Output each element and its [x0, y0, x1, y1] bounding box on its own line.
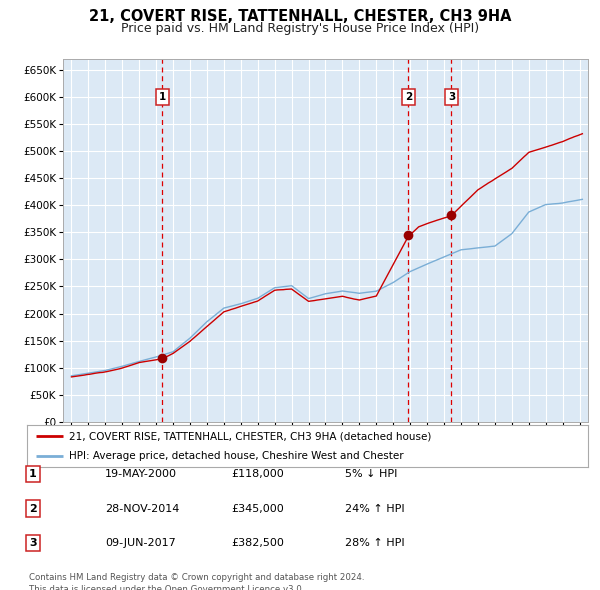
Text: 3: 3 — [448, 92, 455, 102]
Text: 2: 2 — [29, 504, 37, 513]
Text: 09-JUN-2017: 09-JUN-2017 — [105, 538, 176, 548]
Text: 1: 1 — [29, 470, 37, 479]
Text: 2: 2 — [405, 92, 412, 102]
Text: 28% ↑ HPI: 28% ↑ HPI — [345, 538, 404, 548]
Text: 28-NOV-2014: 28-NOV-2014 — [105, 504, 179, 513]
Text: HPI: Average price, detached house, Cheshire West and Chester: HPI: Average price, detached house, Ches… — [69, 451, 404, 461]
Text: £345,000: £345,000 — [231, 504, 284, 513]
Text: 21, COVERT RISE, TATTENHALL, CHESTER, CH3 9HA (detached house): 21, COVERT RISE, TATTENHALL, CHESTER, CH… — [69, 431, 431, 441]
Text: 5% ↓ HPI: 5% ↓ HPI — [345, 470, 397, 479]
Text: 1: 1 — [159, 92, 166, 102]
Text: 24% ↑ HPI: 24% ↑ HPI — [345, 504, 404, 513]
Text: £382,500: £382,500 — [231, 538, 284, 548]
Text: 3: 3 — [29, 538, 37, 548]
Text: Contains HM Land Registry data © Crown copyright and database right 2024.
This d: Contains HM Land Registry data © Crown c… — [29, 573, 364, 590]
Text: Price paid vs. HM Land Registry's House Price Index (HPI): Price paid vs. HM Land Registry's House … — [121, 22, 479, 35]
Text: £118,000: £118,000 — [231, 470, 284, 479]
Text: 19-MAY-2000: 19-MAY-2000 — [105, 470, 177, 479]
Text: 21, COVERT RISE, TATTENHALL, CHESTER, CH3 9HA: 21, COVERT RISE, TATTENHALL, CHESTER, CH… — [89, 9, 511, 24]
